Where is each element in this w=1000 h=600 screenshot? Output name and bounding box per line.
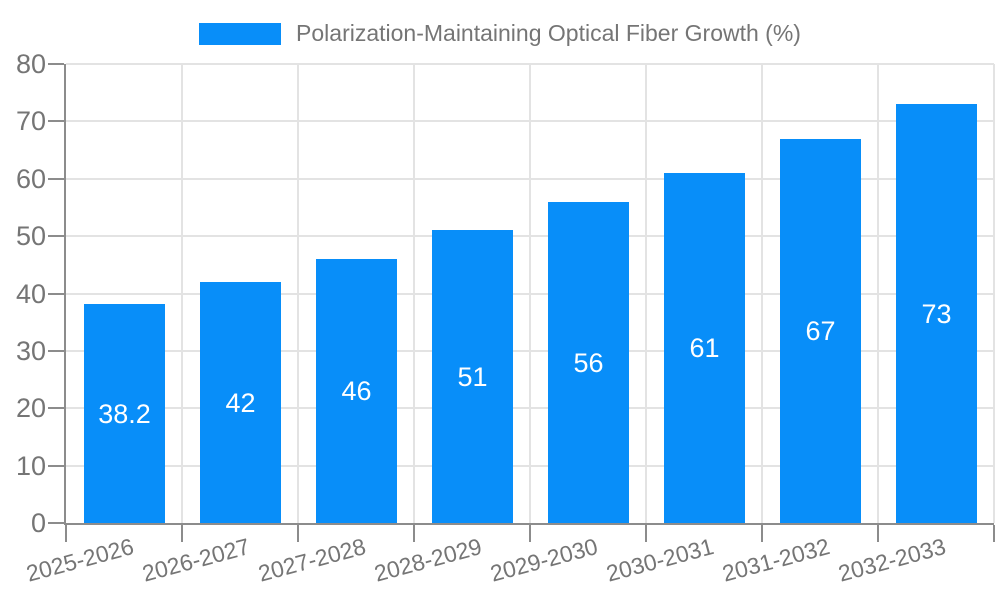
x-axis-tick [993, 525, 995, 542]
gridline-vertical [761, 64, 763, 523]
bar[interactable]: 38.2 [84, 304, 165, 523]
y-axis-tick-label: 50 [15, 221, 46, 252]
x-axis-tick-label: 2031-2032 [719, 533, 833, 587]
bar-value-label: 61 [689, 333, 720, 363]
x-axis-tick [761, 525, 763, 542]
bar[interactable]: 73 [896, 104, 977, 523]
bar[interactable]: 61 [664, 173, 745, 523]
y-axis-tick-label: 60 [15, 163, 46, 194]
x-axis-tick [297, 525, 299, 542]
x-axis-tick-label: 2030-2031 [603, 533, 717, 587]
y-axis-tick [48, 120, 64, 123]
bar-value-label: 38.2 [98, 399, 151, 429]
y-axis-tick [48, 292, 64, 295]
bar-value-label: 42 [225, 388, 256, 418]
bar-value-label: 56 [573, 348, 604, 378]
gridline-vertical [645, 64, 647, 523]
x-axis-tick [529, 525, 531, 542]
x-axis-tick-label: 2025-2026 [23, 533, 137, 587]
gridline-vertical [877, 64, 879, 523]
y-axis-tick-label: 0 [30, 508, 46, 538]
bar[interactable]: 56 [548, 202, 629, 523]
x-axis-tick [65, 525, 67, 542]
plot-area: 38.2 42 46 51 56 61 67 73 [48, 63, 995, 542]
y-axis-tick-label: 10 [15, 450, 46, 481]
x-axis-tick-label: 2032-2033 [835, 533, 949, 587]
bar-value-label: 46 [341, 376, 372, 406]
y-axis-tick-label: 40 [15, 278, 46, 309]
y-axis-tick [48, 407, 64, 410]
gridline-vertical [413, 64, 415, 523]
legend-swatch-icon [199, 22, 282, 45]
y-axis-tick [48, 63, 64, 65]
y-axis-tick-label: 80 [15, 49, 46, 79]
x-axis-tick-label: 2027-2028 [255, 533, 369, 587]
y-axis-line [64, 64, 66, 525]
y-axis-tick-label: 30 [15, 335, 46, 366]
gridline-vertical [297, 64, 299, 523]
bar-value-label: 51 [457, 362, 488, 392]
legend-label: Polarization-Maintaining Optical Fiber G… [296, 20, 801, 46]
x-axis-tick-label: 2028-2029 [371, 533, 485, 587]
bar[interactable]: 46 [316, 259, 397, 523]
x-axis-line [64, 523, 994, 525]
y-axis-tick [48, 235, 64, 238]
gridline-vertical [529, 64, 531, 523]
gridline-vertical [993, 64, 995, 523]
y-axis-tick [48, 349, 64, 352]
y-axis-tick-label: 70 [15, 106, 46, 137]
legend: Polarization-Maintaining Optical Fiber G… [0, 20, 1000, 47]
bar-value-label: 73 [921, 299, 952, 329]
y-axis-tick [48, 177, 64, 180]
x-axis-tick-label: 2029-2030 [487, 533, 601, 587]
legend-item[interactable]: Polarization-Maintaining Optical Fiber G… [199, 20, 801, 47]
y-axis-tick-label: 20 [15, 393, 46, 424]
y-axis-tick [48, 464, 64, 467]
x-axis-tick [181, 525, 183, 542]
x-axis-tick [877, 525, 879, 542]
gridline-vertical [181, 64, 183, 523]
bar-value-label: 67 [805, 316, 836, 346]
bar[interactable]: 51 [432, 230, 513, 523]
x-axis-tick-label: 2026-2027 [139, 533, 253, 587]
x-axis-tick [413, 525, 415, 542]
x-axis-tick [645, 525, 647, 542]
bar[interactable]: 67 [780, 139, 861, 523]
bar[interactable]: 42 [200, 282, 281, 523]
y-axis-tick [48, 522, 64, 524]
